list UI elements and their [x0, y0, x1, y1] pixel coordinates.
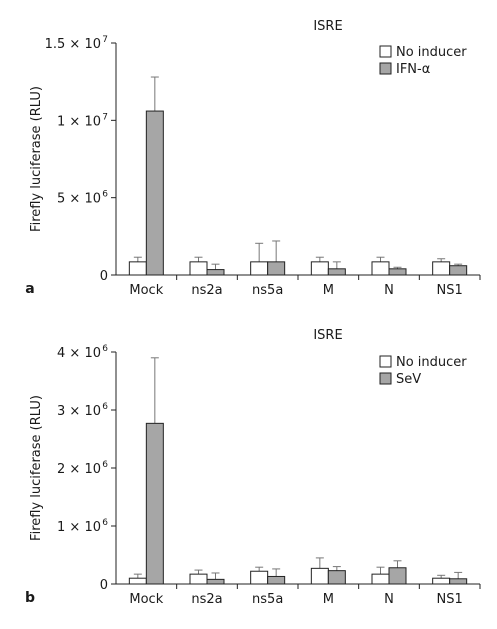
chart-title: ISRE: [313, 328, 342, 343]
panel-a-chart: ISRE Firefly luciferase (RLU) a 0 5 × 10 6 1 ×…: [25, 19, 481, 298]
y-tick-label: 0: [100, 269, 108, 284]
bar-inducer: [449, 265, 468, 276]
panel-label: b: [25, 590, 35, 606]
bar-no-inducer: [250, 570, 269, 585]
legend-label: No inducer: [396, 45, 467, 60]
legend-label: SeV: [396, 372, 421, 387]
legend-swatch: [379, 372, 392, 385]
y-tick-label: 0: [100, 578, 108, 593]
bar-inducer: [449, 578, 468, 585]
x-tick-label: ns2a: [191, 283, 222, 298]
bar-no-inducer: [310, 261, 329, 276]
panel-label: a: [25, 281, 34, 297]
x-tick-label: Mock: [129, 592, 163, 607]
y-tick-label: 5 × 10: [57, 192, 101, 207]
bar-no-inducer: [432, 261, 451, 276]
x-tick-label: N: [384, 592, 394, 607]
y-tick-label: 4 × 10: [57, 346, 101, 361]
bar-no-inducer: [371, 573, 390, 585]
bar-no-inducer: [250, 261, 269, 276]
y-tick-label: 3 × 10: [57, 404, 101, 419]
x-tick-label: M: [323, 283, 334, 298]
bar-no-inducer: [310, 567, 329, 585]
y-axis-label: Firefly luciferase (RLU): [29, 395, 44, 541]
legend-swatch: [379, 62, 392, 75]
x-tick-label: ns5a: [252, 283, 283, 298]
x-tick-label: N: [384, 283, 394, 298]
y-tick-label: 1.5 × 10: [45, 37, 101, 52]
x-tick-label: ns2a: [191, 592, 222, 607]
bar-no-inducer: [128, 261, 147, 276]
legend-label: IFN-α: [396, 62, 430, 77]
bar-inducer: [145, 110, 164, 276]
bar-no-inducer: [128, 577, 147, 585]
x-tick-label: ns5a: [252, 592, 283, 607]
y-tick-exponent: 7: [102, 112, 108, 122]
y-tick-exponent: 6: [102, 344, 108, 354]
bar-inducer: [267, 261, 286, 276]
y-tick-label: 2 × 10: [57, 462, 101, 477]
bar-no-inducer: [371, 261, 390, 276]
x-tick-label: M: [323, 592, 334, 607]
bar-no-inducer: [189, 261, 208, 276]
bar-inducer: [267, 575, 286, 585]
x-tick-label: NS1: [437, 283, 463, 298]
bar-inducer: [206, 269, 225, 276]
legend-label: No inducer: [396, 355, 467, 370]
y-tick-exponent: 6: [102, 402, 108, 412]
y-axis-label: Firefly luciferase (RLU): [29, 86, 44, 232]
bar-inducer: [388, 268, 407, 276]
x-tick-label: Mock: [129, 283, 163, 298]
x-tick-label: NS1: [437, 592, 463, 607]
bar-inducer: [145, 422, 164, 585]
legend-swatch: [379, 45, 392, 58]
y-tick-exponent: 7: [102, 35, 108, 45]
bar-no-inducer: [432, 577, 451, 585]
y-tick-label: 1 × 10: [57, 114, 101, 129]
y-tick-exponent: 6: [102, 518, 108, 528]
bar-inducer: [206, 578, 225, 585]
legend-swatch: [379, 355, 392, 368]
y-tick-exponent: 6: [102, 460, 108, 470]
chart-title: ISRE: [313, 19, 342, 34]
y-tick-label: 1 × 10: [57, 520, 101, 535]
bar-inducer: [327, 570, 346, 585]
y-tick-exponent: 6: [102, 190, 108, 200]
bar-no-inducer: [189, 573, 208, 585]
bar-inducer: [327, 268, 346, 276]
bar-inducer: [388, 567, 407, 585]
